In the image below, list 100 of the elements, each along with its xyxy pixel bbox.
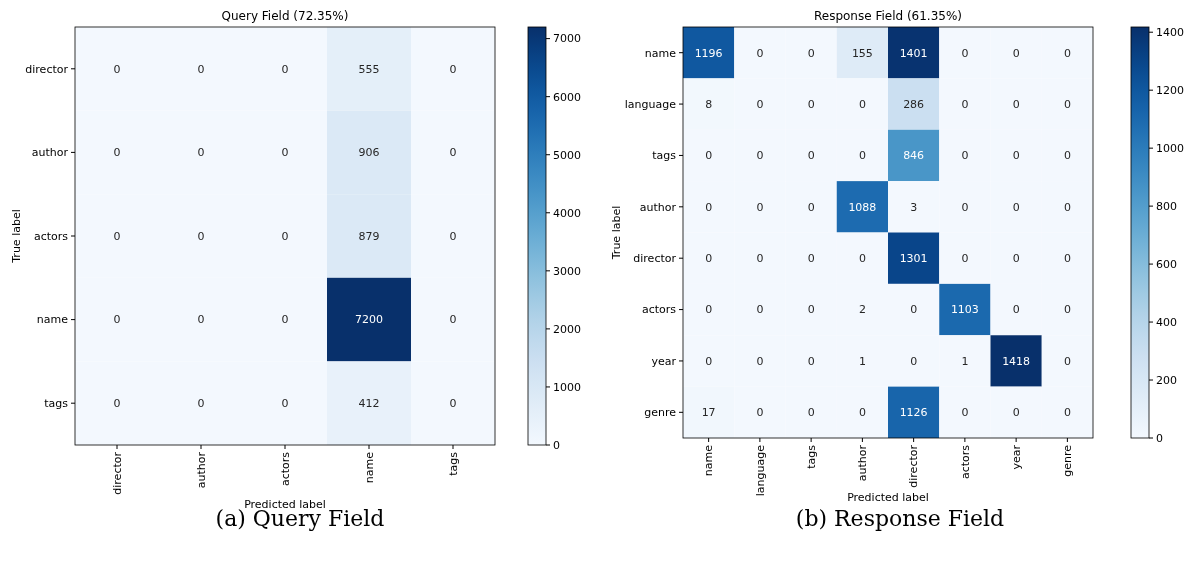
data-label: 0 xyxy=(858,252,866,266)
color-bar-label: 0 xyxy=(1156,431,1163,445)
data-label: 0 xyxy=(1063,46,1071,60)
color-bar-label: 400 xyxy=(1156,315,1177,329)
x-tick-label: actors xyxy=(958,444,972,480)
y-tick-label: author xyxy=(639,200,677,214)
data-label: 1 xyxy=(961,354,969,368)
data-label: 0 xyxy=(756,200,764,214)
data-label: 0 xyxy=(705,354,713,368)
data-label: 0 xyxy=(197,397,205,411)
data-label: 0 xyxy=(756,252,764,266)
color-bar-label: 1200 xyxy=(1156,84,1184,98)
data-label: 0 xyxy=(449,229,457,243)
data-label: 906 xyxy=(358,146,380,160)
color-bar-label: 0 xyxy=(553,438,560,452)
data-label: 0 xyxy=(113,397,121,411)
y-tick-label: director xyxy=(25,62,69,76)
color-bar-label: 200 xyxy=(1156,373,1177,387)
x-axis-title: Predicted label xyxy=(847,491,929,504)
y-tick-label: tags xyxy=(652,149,677,163)
data-label: 0 xyxy=(807,200,815,214)
data-label: 0 xyxy=(197,62,205,76)
data-label: 0 xyxy=(197,313,205,327)
data-label: 0 xyxy=(197,229,205,243)
data-label: 1088 xyxy=(848,200,877,214)
color-bar-label: 800 xyxy=(1156,199,1177,213)
y-tick-label: actors xyxy=(641,303,677,317)
data-label: 0 xyxy=(1063,200,1071,214)
data-label: 0 xyxy=(449,313,457,327)
data-label: 0 xyxy=(1012,149,1020,163)
y-axis-title: True label xyxy=(610,205,623,261)
x-tick-label: director xyxy=(110,451,124,495)
data-label: 0 xyxy=(1012,97,1020,111)
y-tick-label: actors xyxy=(33,229,69,243)
data-label: 1401 xyxy=(899,46,928,60)
y-tick-label: genre xyxy=(644,406,677,420)
data-label: 8 xyxy=(705,97,713,111)
data-label: 1 xyxy=(858,354,866,368)
text: (b) Response Field xyxy=(795,506,1005,531)
data-label: 0 xyxy=(756,406,764,420)
x-axis-title: Predicted label xyxy=(244,498,326,511)
data-label: 0 xyxy=(113,62,121,76)
color-bar-label: 3000 xyxy=(553,264,581,278)
data-label: 0 xyxy=(807,354,815,368)
data-label: 0 xyxy=(113,313,121,327)
data-label: 0 xyxy=(113,229,121,243)
data-label: 0 xyxy=(756,303,764,317)
data-label: 17 xyxy=(701,406,716,420)
data-label: 0 xyxy=(807,46,815,60)
data-label: 412 xyxy=(358,397,380,411)
data-label: 0 xyxy=(756,97,764,111)
data-label: 0 xyxy=(756,354,764,368)
data-label: 0 xyxy=(1012,46,1020,60)
x-tick-label: author xyxy=(856,444,870,482)
data-label: 0 xyxy=(281,229,289,243)
color-bar-label: 7000 xyxy=(553,32,581,46)
x-tick-label: director xyxy=(907,444,921,488)
data-label: 3 xyxy=(910,200,918,214)
y-tick-label: tags xyxy=(44,397,69,411)
data-label: 0 xyxy=(910,303,918,317)
data-label: 0 xyxy=(807,303,815,317)
data-label: 0 xyxy=(807,97,815,111)
data-label: 1103 xyxy=(950,303,979,317)
data-label: 0 xyxy=(705,149,713,163)
data-label: 0 xyxy=(705,303,713,317)
x-tick-label: name xyxy=(362,451,376,484)
data-label: 0 xyxy=(1012,303,1020,317)
x-tick-label: year xyxy=(1009,444,1023,470)
data-label: 155 xyxy=(851,46,873,60)
y-tick-label: author xyxy=(31,146,69,160)
data-label: 0 xyxy=(756,149,764,163)
data-label: 0 xyxy=(910,354,918,368)
data-label: 0 xyxy=(1063,97,1071,111)
data-label: 0 xyxy=(858,406,866,420)
data-label: 0 xyxy=(113,146,121,160)
data-label: 0 xyxy=(807,406,815,420)
data-label: 0 xyxy=(281,397,289,411)
color-bar-label: 4000 xyxy=(553,206,581,220)
x-tick-label: genre xyxy=(1061,444,1075,477)
data-label: 0 xyxy=(449,62,457,76)
data-label: 0 xyxy=(961,149,969,163)
data-label: 0 xyxy=(961,97,969,111)
data-label: 0 xyxy=(1012,200,1020,214)
color-bar-label: 1400 xyxy=(1156,26,1184,40)
data-label: 1196 xyxy=(694,46,723,60)
y-tick-label: language xyxy=(624,97,677,111)
x-tick-label: actors xyxy=(278,451,292,487)
data-label: 0 xyxy=(1012,252,1020,266)
color-bar-label: 1000 xyxy=(553,380,581,394)
data-label: 0 xyxy=(705,200,713,214)
data-label: 0 xyxy=(281,313,289,327)
data-label: 0 xyxy=(1063,406,1071,420)
data-label: 846 xyxy=(903,149,925,163)
data-label: 0 xyxy=(705,252,713,266)
data-label: 1418 xyxy=(1002,354,1031,368)
data-label: 0 xyxy=(449,146,457,160)
x-tick-label: name xyxy=(702,444,716,477)
data-label: 1301 xyxy=(899,252,928,266)
data-label: 0 xyxy=(858,97,866,111)
x-tick-label: author xyxy=(194,451,208,489)
